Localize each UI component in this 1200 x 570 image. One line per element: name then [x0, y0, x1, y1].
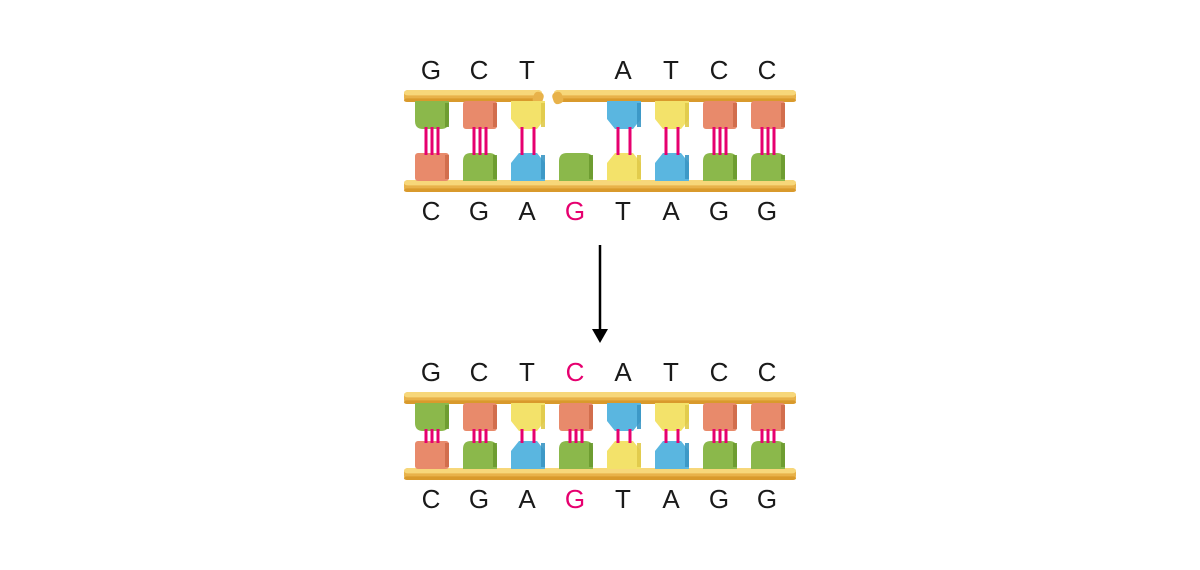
sequence-letter: T [504, 357, 552, 388]
sequence-letter: T [648, 55, 696, 86]
sequence-letter: C [456, 357, 504, 388]
sequence-letter: A [600, 55, 648, 86]
sequence-letter: T [648, 357, 696, 388]
sequence-letter: G [552, 196, 600, 227]
sequence-letter: C [696, 55, 744, 86]
sequence-letter: G [744, 484, 792, 515]
sequence-letter: G [696, 196, 744, 227]
dna-insertion-diagram: GCTATCC CGAGTAGG GCTCATCC CGAGTAGG [404, 55, 796, 515]
sequence-letter: G [696, 484, 744, 515]
sequence-letter: A [600, 357, 648, 388]
sequence-letter: C [696, 357, 744, 388]
sequence-letter: C [744, 357, 792, 388]
sequence-letter: G [744, 196, 792, 227]
sequence-letter: T [600, 484, 648, 515]
top-upper-sequence: GCTATCC [408, 55, 792, 86]
bottom-dna-strand [404, 388, 796, 484]
sequence-letter: G [456, 484, 504, 515]
bottom-lower-sequence: CGAGTAGG [408, 484, 792, 515]
sequence-letter: A [648, 484, 696, 515]
sequence-letter: C [408, 484, 456, 515]
sequence-letter: G [408, 55, 456, 86]
process-arrow [580, 227, 620, 357]
sequence-letter: A [504, 484, 552, 515]
sequence-letter: A [648, 196, 696, 227]
sequence-letter: C [408, 196, 456, 227]
top-lower-sequence: CGAGTAGG [408, 196, 792, 227]
sequence-letter: G [408, 357, 456, 388]
bottom-upper-sequence: GCTCATCC [408, 357, 792, 388]
sequence-letter: T [504, 55, 552, 86]
sequence-letter [552, 55, 600, 86]
sequence-letter: A [504, 196, 552, 227]
sequence-letter: T [600, 196, 648, 227]
sequence-letter: C [456, 55, 504, 86]
top-dna-strand [404, 86, 796, 196]
sequence-letter: C [552, 357, 600, 388]
sequence-letter: G [552, 484, 600, 515]
sequence-letter: G [456, 196, 504, 227]
sequence-letter: C [744, 55, 792, 86]
